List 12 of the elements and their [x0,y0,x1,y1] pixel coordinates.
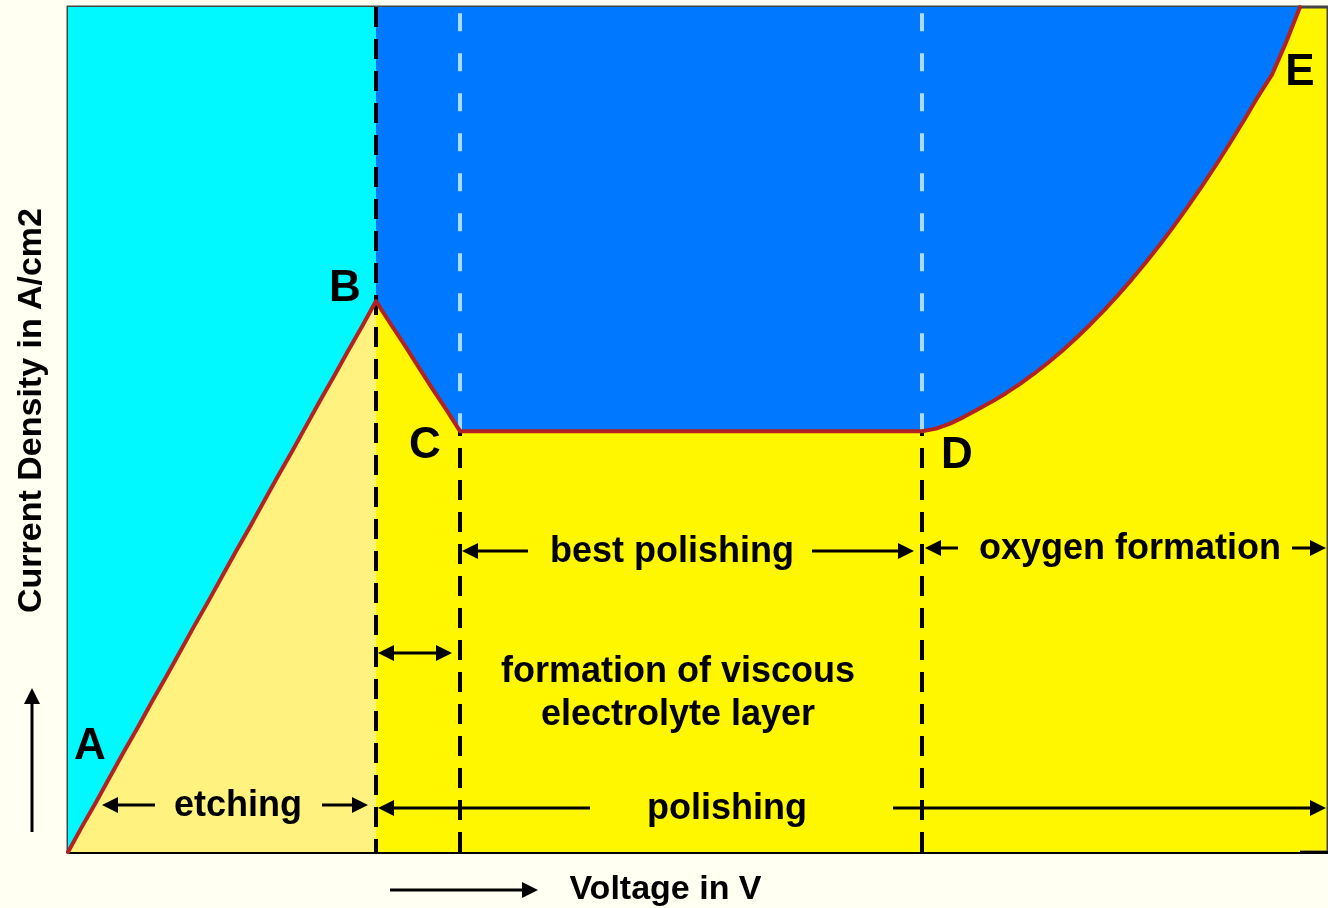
x-axis-title: Voltage in V [569,867,762,906]
annotation: A [74,719,106,768]
y-axis-title: Current Density in A/cm2 [9,208,48,613]
annotation: polishing [647,786,807,827]
annotation: B [329,261,361,310]
annotation: etching [173,783,303,824]
annotation: best polishing [549,529,795,570]
annotation: D [941,428,973,477]
annotation: C [409,418,441,467]
annotation: E [1285,45,1315,94]
annotation: formation of viscous electrolyte layer [500,649,856,733]
annotation: oxygen formation [978,526,1282,567]
